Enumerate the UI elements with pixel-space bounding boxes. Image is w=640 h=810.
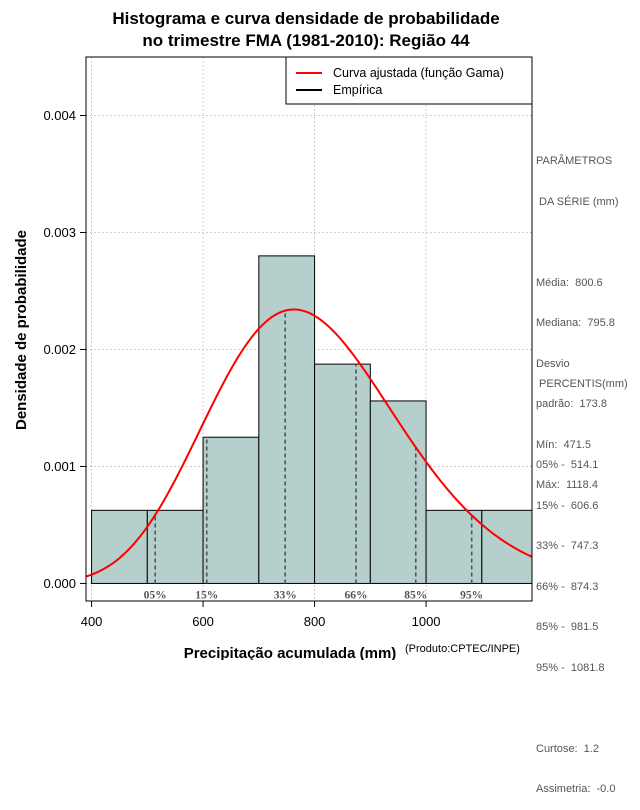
stats-desvio: Desvio	[536, 357, 570, 370]
legend-label-gamma: Curva ajustada (função Gama)	[333, 66, 504, 80]
histogram-bar-0	[91, 509, 148, 584]
y-tick-label-3: 0.003	[43, 225, 76, 240]
assimetria-value: Assimetria: -0.0	[536, 783, 616, 795]
percentis-p15: 15% - 606.6	[536, 499, 599, 512]
percentis-p05: 05% - 514.1	[536, 459, 599, 471]
histogram-bar-6	[425, 509, 483, 584]
credit-text: (Produto:CPTEC/INPE)	[405, 643, 520, 655]
percentile-label-66%: 66%	[344, 589, 367, 601]
percentis-p66: 66% - 874.3	[536, 580, 599, 593]
stats-title-1: PARÂMETROS	[536, 155, 613, 167]
stats-mediana: Mediana: 795.8	[536, 317, 615, 329]
percentis-p85: 85% - 981.5	[536, 621, 599, 633]
histogram-bar-3	[258, 255, 316, 584]
chart-title-line-1: Histograma e curva densidade de probabil…	[112, 9, 499, 28]
stats-panel: PARÂMETROS DA SÉRIE (mm) Média: 800.6 Me…	[536, 128, 619, 506]
stats-min: Mín: 471.5	[536, 438, 592, 451]
x-axis: 400 600 800 1000	[81, 601, 441, 629]
x-tick-label-0: 400	[81, 614, 103, 629]
percentis-panel: PERCENTIS(mm) 05% - 514.1 15% - 606.6 33…	[536, 351, 628, 810]
percentile-label-15%: 15%	[195, 589, 218, 601]
histogram-bar-2	[202, 436, 260, 584]
x-axis-label: Precipitação acumulada (mm)	[184, 645, 397, 660]
y-axis: 0.000 0.001 0.002 0.003 0.004	[43, 108, 86, 591]
percentile-label-85%: 85%	[404, 589, 427, 601]
x-tick-label-1: 600	[192, 614, 214, 629]
legend-box	[285, 56, 533, 105]
legend: Curva ajustada (função Gama) Empírica	[285, 56, 533, 105]
percentis-title: PERCENTIS(mm)	[536, 378, 628, 390]
y-axis-label: Densidade de probabilidade	[13, 230, 30, 430]
legend-label-empirica: Empírica	[333, 83, 382, 97]
x-tick-label-2: 800	[304, 614, 326, 629]
stats-max: Máx: 1118.4	[536, 479, 598, 491]
histogram-bar-4	[314, 363, 371, 584]
histogram-bars	[91, 255, 533, 584]
y-tick-label-2: 0.002	[43, 342, 76, 357]
percentis-p95: 95% - 1081.8	[536, 661, 605, 674]
stats-title-2: DA SÉRIE (mm)	[536, 195, 619, 208]
histogram-bar-7	[481, 509, 533, 584]
percentis-spacer	[536, 419, 628, 433]
gamma-fit-curve	[85, 308, 533, 578]
curtose-value: Curtose: 1.2	[536, 742, 599, 755]
chart-title-line-2: no trimestre FMA (1981-2010): Região 44	[142, 31, 470, 50]
histogram-chart: Histograma e curva densidade de probabil…	[13, 9, 533, 660]
percentis-p33: 33% - 747.3	[536, 540, 599, 552]
percentile-label-33%: 33%	[274, 589, 297, 601]
stats-spacer	[536, 236, 619, 250]
percentile-label-05%: 05%	[144, 589, 167, 601]
percentile-lines: 05% 15% 33% 66% 85% 95%	[144, 310, 483, 601]
x-tick-label-3: 1000	[412, 614, 441, 629]
stats-media: Média: 800.6	[536, 276, 603, 289]
y-tick-label-4: 0.004	[43, 108, 76, 123]
y-tick-label-0: 0.000	[43, 576, 76, 591]
stats-padrao: padrão: 173.8	[536, 398, 607, 410]
y-tick-label-1: 0.001	[43, 459, 76, 474]
percentis-spacer-2	[536, 702, 628, 716]
percentile-label-95%: 95%	[460, 589, 483, 601]
histogram-bar-5	[369, 400, 427, 584]
